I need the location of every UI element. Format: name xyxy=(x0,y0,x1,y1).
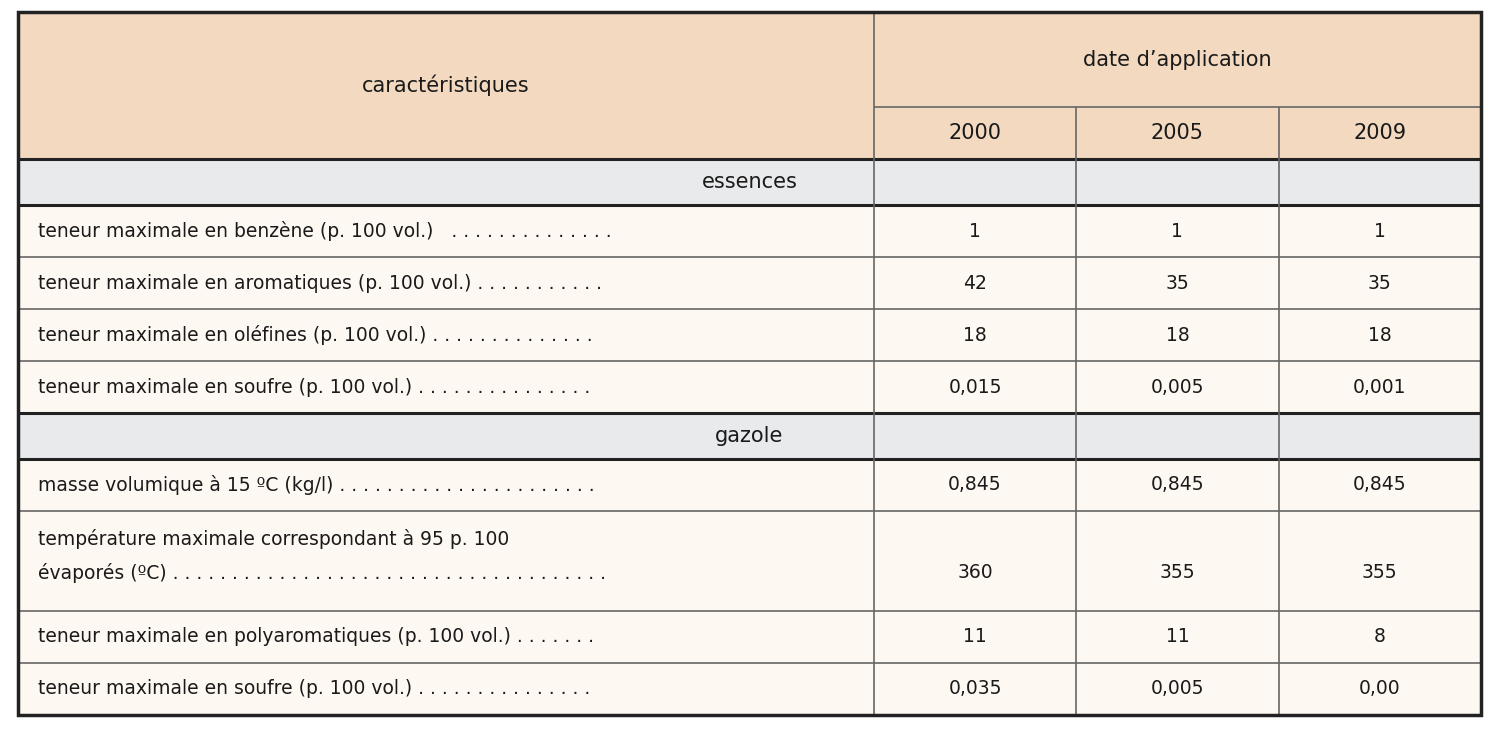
Bar xyxy=(18,205,1481,257)
Bar xyxy=(18,309,1481,361)
Text: 1: 1 xyxy=(970,222,980,241)
Bar xyxy=(18,257,1481,309)
Text: gazole: gazole xyxy=(715,426,784,446)
Text: teneur maximale en oléfines (p. 100 vol.) . . . . . . . . . . . . . .: teneur maximale en oléfines (p. 100 vol.… xyxy=(37,325,592,345)
Bar xyxy=(874,12,1481,107)
Text: 2000: 2000 xyxy=(949,123,1001,143)
Bar xyxy=(18,361,1481,413)
Text: 360: 360 xyxy=(958,564,992,582)
Text: température maximale correspondant à 95 p. 100: température maximale correspondant à 95 … xyxy=(37,529,510,549)
Text: 0,035: 0,035 xyxy=(949,679,1001,698)
Text: 2005: 2005 xyxy=(1151,123,1204,143)
Text: 0,015: 0,015 xyxy=(949,378,1001,397)
Text: 0,001: 0,001 xyxy=(1354,378,1406,397)
Text: teneur maximale en polyaromatiques (p. 100 vol.) . . . . . . .: teneur maximale en polyaromatiques (p. 1… xyxy=(37,628,594,647)
Bar xyxy=(18,12,874,159)
Text: 18: 18 xyxy=(964,326,986,345)
Bar xyxy=(18,459,1481,511)
Text: 2009: 2009 xyxy=(1354,123,1406,143)
Text: 42: 42 xyxy=(964,273,986,292)
Text: caractéristiques: caractéristiques xyxy=(363,75,529,96)
Bar xyxy=(874,107,1481,159)
Text: 355: 355 xyxy=(1160,564,1195,582)
Text: 35: 35 xyxy=(1369,273,1391,292)
Text: 0,005: 0,005 xyxy=(1151,679,1204,698)
Text: 0,845: 0,845 xyxy=(949,475,1001,494)
Text: teneur maximale en benzène (p. 100 vol.)   . . . . . . . . . . . . . .: teneur maximale en benzène (p. 100 vol.)… xyxy=(37,221,612,241)
Text: 0,005: 0,005 xyxy=(1151,378,1204,397)
Text: 8: 8 xyxy=(1375,628,1385,647)
Text: 35: 35 xyxy=(1166,273,1189,292)
Text: 11: 11 xyxy=(964,628,986,647)
Text: 1: 1 xyxy=(1375,222,1385,241)
Text: évaporés (ºC) . . . . . . . . . . . . . . . . . . . . . . . . . . . . . . . . . : évaporés (ºC) . . . . . . . . . . . . . … xyxy=(37,563,606,583)
Bar xyxy=(18,663,1481,715)
Text: 11: 11 xyxy=(1166,628,1189,647)
Text: 0,845: 0,845 xyxy=(1151,475,1204,494)
Text: 355: 355 xyxy=(1363,564,1397,582)
Text: 18: 18 xyxy=(1369,326,1391,345)
Text: date d’application: date d’application xyxy=(1084,50,1271,69)
Text: masse volumique à 15 ºC (kg/l) . . . . . . . . . . . . . . . . . . . . . .: masse volumique à 15 ºC (kg/l) . . . . .… xyxy=(37,475,595,495)
Text: 0,845: 0,845 xyxy=(1354,475,1406,494)
Text: teneur maximale en soufre (p. 100 vol.) . . . . . . . . . . . . . . .: teneur maximale en soufre (p. 100 vol.) … xyxy=(37,378,591,397)
Text: 18: 18 xyxy=(1166,326,1189,345)
Bar xyxy=(18,511,1481,611)
Text: essences: essences xyxy=(702,172,797,192)
Text: 1: 1 xyxy=(1172,222,1183,241)
Text: teneur maximale en soufre (p. 100 vol.) . . . . . . . . . . . . . . .: teneur maximale en soufre (p. 100 vol.) … xyxy=(37,679,591,698)
Bar xyxy=(18,159,1481,205)
Text: 0,00: 0,00 xyxy=(1360,679,1400,698)
Text: teneur maximale en aromatiques (p. 100 vol.) . . . . . . . . . . .: teneur maximale en aromatiques (p. 100 v… xyxy=(37,273,603,292)
Bar xyxy=(18,611,1481,663)
Bar xyxy=(18,413,1481,459)
